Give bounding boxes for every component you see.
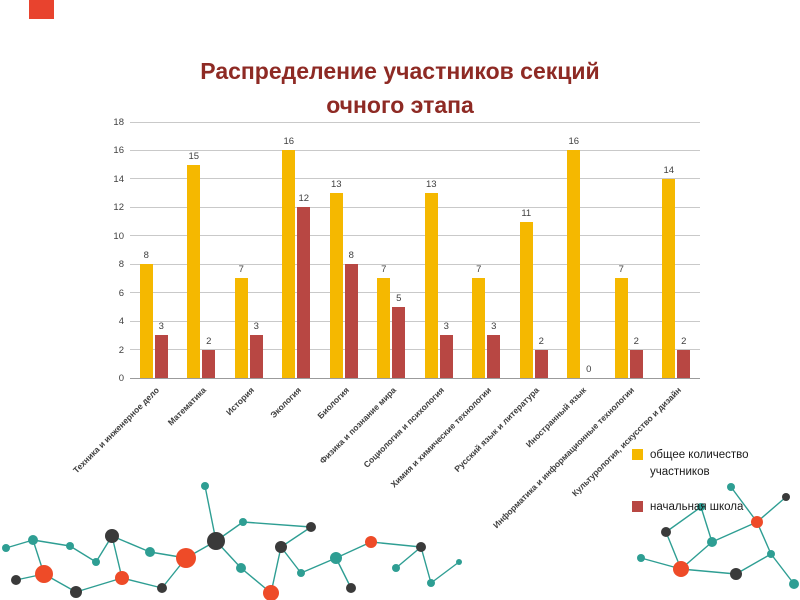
bar-value-label: 7	[476, 264, 482, 276]
legend: общее количество участников начальная шко…	[632, 447, 770, 533]
plot-area: 8 3 15 2 7 3 16 12 13 8 7 5 13 3 7 3 11 2 16 0 7 2 14 2	[130, 121, 700, 379]
bar-series-1	[567, 150, 581, 378]
bar-value-label: 3	[491, 321, 497, 333]
corner-decoration	[29, 0, 54, 19]
bar-value-label: 7	[238, 264, 244, 276]
bar-series-1	[472, 278, 486, 378]
bar-series-2	[677, 349, 691, 378]
bar-value-label: 2	[538, 335, 544, 347]
bar-series-1	[282, 150, 296, 378]
legend-label: общее количество участников	[650, 449, 749, 479]
legend-swatch	[632, 500, 643, 512]
bar-series-2	[297, 207, 311, 378]
legend-item: общее количество участников	[632, 447, 770, 482]
y-axis-tick-label: 8	[118, 259, 124, 271]
bar-value-label: 13	[425, 179, 437, 191]
y-axis-tick-label: 0	[118, 373, 124, 384]
bar-value-label: 8	[143, 250, 149, 262]
bar-series-2	[487, 335, 501, 378]
bar-series-2	[392, 306, 406, 378]
y-axis-tick-label: 16	[113, 145, 124, 157]
bar-series-2	[202, 349, 216, 378]
y-axis-tick-label: 6	[118, 287, 124, 299]
bar-value-label: 12	[298, 193, 310, 205]
gridline	[130, 121, 700, 123]
bar-value-label: 8	[348, 250, 354, 262]
bar-value-label: 16	[568, 136, 580, 148]
bar-series-2	[629, 349, 643, 378]
bar-series-1	[139, 264, 153, 378]
bar-value-label: 0	[586, 364, 592, 375]
gridline	[130, 178, 700, 180]
bar-value-label: 15	[188, 150, 200, 162]
legend-swatch	[632, 449, 643, 460]
bar-series-1	[424, 193, 438, 378]
y-axis-tick-label: 12	[113, 202, 124, 214]
bar-value-label: 3	[158, 321, 164, 333]
molecule-decoration	[2, 482, 799, 600]
chart-title: Распределение участников секций очного э…	[200, 58, 600, 118]
y-axis-tick-label: 10	[113, 230, 124, 242]
gridline	[130, 349, 700, 351]
bar-series-2	[249, 335, 263, 378]
bar-value-label: 7	[381, 264, 387, 276]
gridline	[130, 235, 700, 237]
legend-label: начальная школа	[650, 500, 744, 513]
bar-value-label: 7	[618, 264, 624, 276]
bar-series-1	[614, 278, 628, 378]
bar-series-2	[344, 264, 358, 378]
y-axis-tick-label: 4	[118, 316, 124, 328]
bar-value-label: 2	[681, 335, 687, 347]
bar-value-label: 3	[443, 321, 449, 333]
y-axis-tick-label: 2	[118, 344, 124, 356]
gridline	[130, 320, 700, 322]
bar-value-label: 2	[633, 335, 639, 347]
gridline	[130, 149, 700, 151]
bar-series-2	[534, 349, 548, 378]
y-axis-tick-label: 18	[113, 117, 124, 128]
bar-series-2	[439, 335, 453, 378]
gridline	[130, 292, 700, 294]
bar-value-label: 13	[330, 179, 342, 191]
bar-series-1	[519, 221, 533, 378]
bar-value-label: 11	[521, 207, 532, 219]
bar-value-label: 2	[206, 335, 212, 347]
bar-series-1	[662, 178, 676, 378]
bar-series-1	[377, 278, 391, 378]
y-axis-tick-label: 14	[113, 173, 124, 185]
bar-series-1	[234, 278, 248, 378]
bar-series-1	[187, 164, 201, 378]
legend-item: начальная школа	[632, 499, 770, 516]
gridline	[130, 206, 700, 208]
bar-value-label: 3	[253, 321, 259, 333]
bar-value-label: 14	[663, 164, 675, 176]
bar-series-2	[154, 335, 168, 378]
bar-value-label: 16	[283, 136, 295, 148]
gridline	[130, 263, 700, 265]
bar-series-1	[329, 193, 343, 378]
bar-value-label: 5	[396, 292, 402, 304]
